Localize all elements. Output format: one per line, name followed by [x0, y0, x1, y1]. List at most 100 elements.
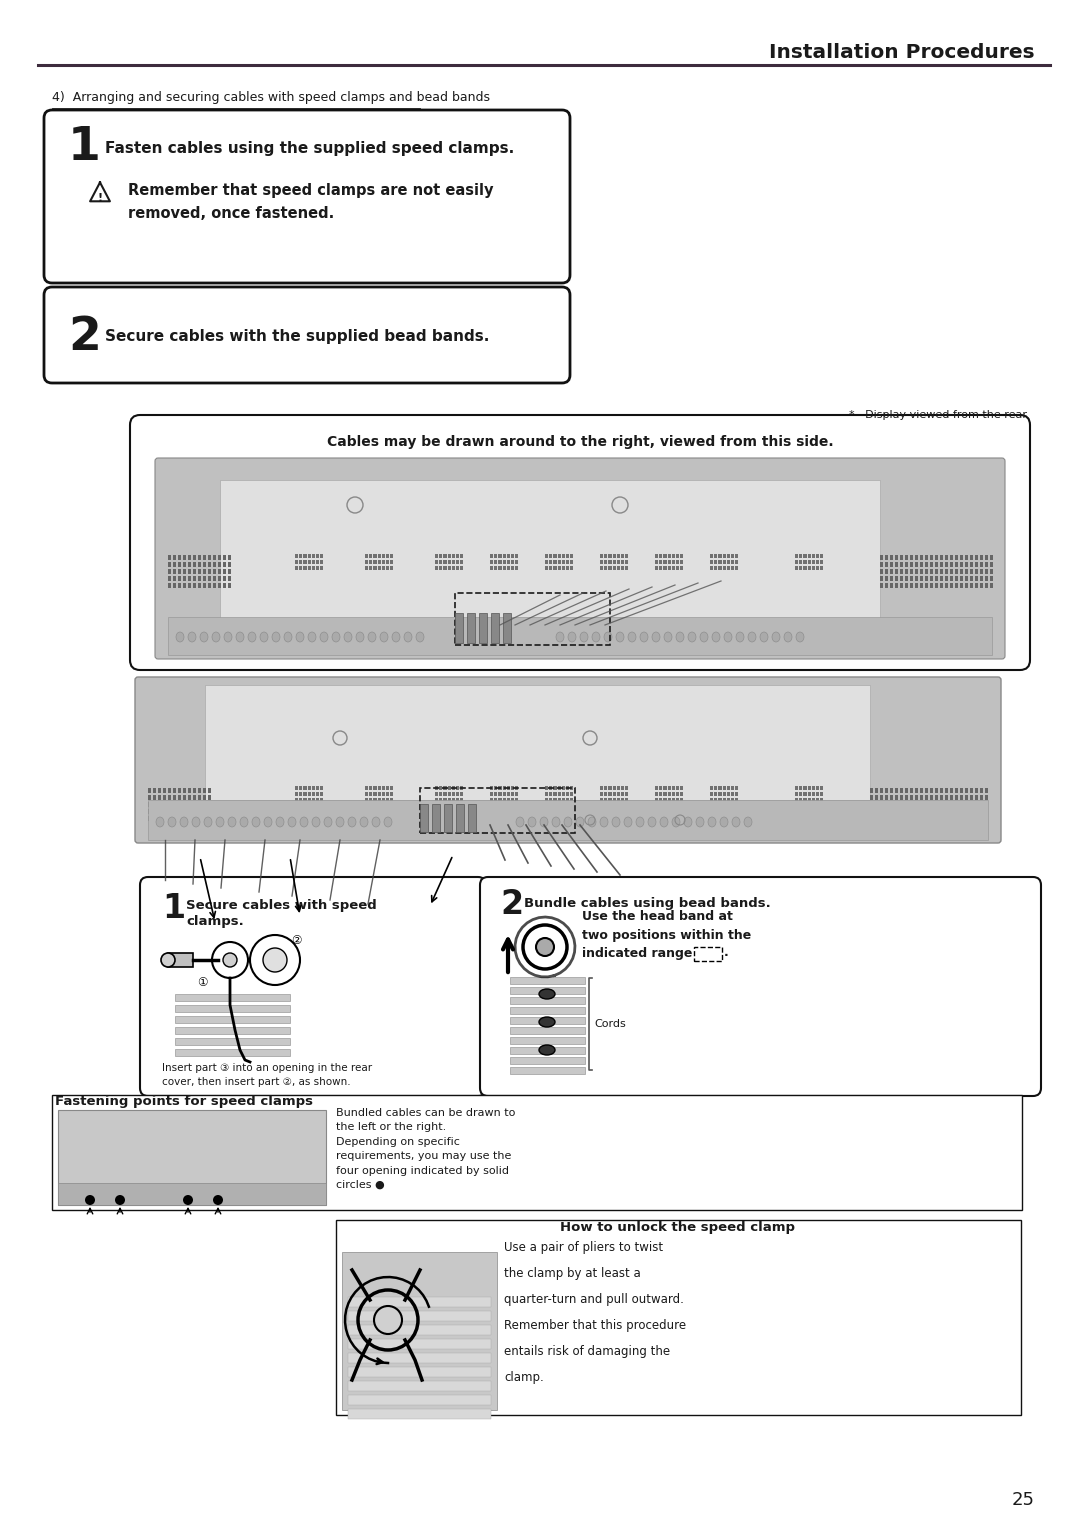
Bar [915, 584, 918, 588]
Ellipse shape [720, 817, 728, 827]
Bar [295, 565, 298, 570]
Bar [735, 559, 739, 564]
Bar [183, 808, 186, 814]
Text: Fastening points for speed clamps: Fastening points for speed clamps [55, 1096, 313, 1108]
Bar [495, 792, 498, 796]
Bar [386, 553, 389, 558]
Bar [920, 576, 923, 581]
Bar [880, 562, 883, 567]
Bar [498, 798, 501, 802]
Bar [915, 808, 918, 814]
Bar [566, 792, 569, 796]
Bar [735, 798, 739, 802]
Bar [625, 798, 629, 802]
FancyBboxPatch shape [130, 416, 1030, 669]
Ellipse shape [272, 633, 280, 642]
Ellipse shape [528, 817, 536, 827]
Bar [816, 785, 820, 790]
Ellipse shape [296, 633, 303, 642]
Bar [950, 795, 953, 801]
Ellipse shape [684, 817, 692, 827]
Bar [348, 1409, 491, 1420]
Bar [950, 802, 953, 807]
Bar [203, 808, 206, 814]
Text: quarter-turn and pull outward.: quarter-turn and pull outward. [504, 1294, 684, 1306]
Bar [955, 808, 958, 814]
Bar [168, 617, 993, 656]
Bar [940, 562, 943, 567]
Bar [960, 555, 963, 559]
Bar [608, 559, 611, 564]
Bar [799, 559, 802, 564]
Bar [975, 802, 978, 807]
Bar [502, 792, 505, 796]
Bar [198, 795, 201, 801]
Bar [295, 553, 298, 558]
Bar [320, 559, 323, 564]
Bar [966, 584, 968, 588]
Bar [173, 562, 176, 567]
Bar [562, 565, 565, 570]
Bar [714, 798, 717, 802]
Bar [378, 553, 381, 558]
Bar [870, 808, 873, 814]
Bar [502, 565, 505, 570]
Bar [915, 555, 918, 559]
Bar [444, 559, 447, 564]
Bar [456, 785, 459, 790]
Bar [975, 562, 978, 567]
Circle shape [114, 1195, 125, 1206]
Text: ①: ① [197, 976, 207, 990]
Bar [444, 565, 447, 570]
Bar [880, 568, 883, 575]
Bar [208, 562, 211, 567]
Bar [880, 584, 883, 588]
Bar [663, 553, 666, 558]
Bar [667, 785, 671, 790]
Bar [390, 792, 393, 796]
Ellipse shape [664, 633, 672, 642]
Bar [386, 785, 389, 790]
Bar [173, 808, 176, 814]
Bar [316, 792, 320, 796]
Bar [566, 785, 569, 790]
Text: Cables may be drawn around to the right, viewed from this side.: Cables may be drawn around to the right,… [326, 435, 834, 449]
Bar [900, 555, 903, 559]
Bar [714, 785, 717, 790]
Bar [390, 559, 393, 564]
Bar [663, 792, 666, 796]
Bar [980, 802, 983, 807]
Bar [718, 553, 721, 558]
Bar [930, 576, 933, 581]
Bar [621, 565, 624, 570]
Bar [885, 802, 888, 807]
Bar [924, 555, 928, 559]
Ellipse shape [392, 633, 400, 642]
Bar [612, 785, 616, 790]
Ellipse shape [240, 817, 248, 827]
Bar [228, 584, 231, 588]
Bar [799, 792, 802, 796]
Bar [945, 584, 948, 588]
Bar [303, 785, 307, 790]
Bar [663, 559, 666, 564]
Bar [562, 792, 565, 796]
Bar [316, 559, 320, 564]
Bar [460, 792, 463, 796]
Bar [208, 568, 211, 575]
Bar [935, 816, 939, 821]
Bar [975, 788, 978, 793]
Bar [905, 788, 908, 793]
FancyBboxPatch shape [156, 458, 1005, 659]
Bar [970, 584, 973, 588]
Text: ②: ② [291, 934, 301, 946]
Bar [680, 798, 684, 802]
Bar [188, 568, 191, 575]
Bar [950, 584, 953, 588]
Bar [320, 553, 323, 558]
Bar [208, 816, 211, 821]
Bar [198, 562, 201, 567]
Bar [966, 576, 968, 581]
Bar [208, 802, 211, 807]
Bar [203, 795, 206, 801]
